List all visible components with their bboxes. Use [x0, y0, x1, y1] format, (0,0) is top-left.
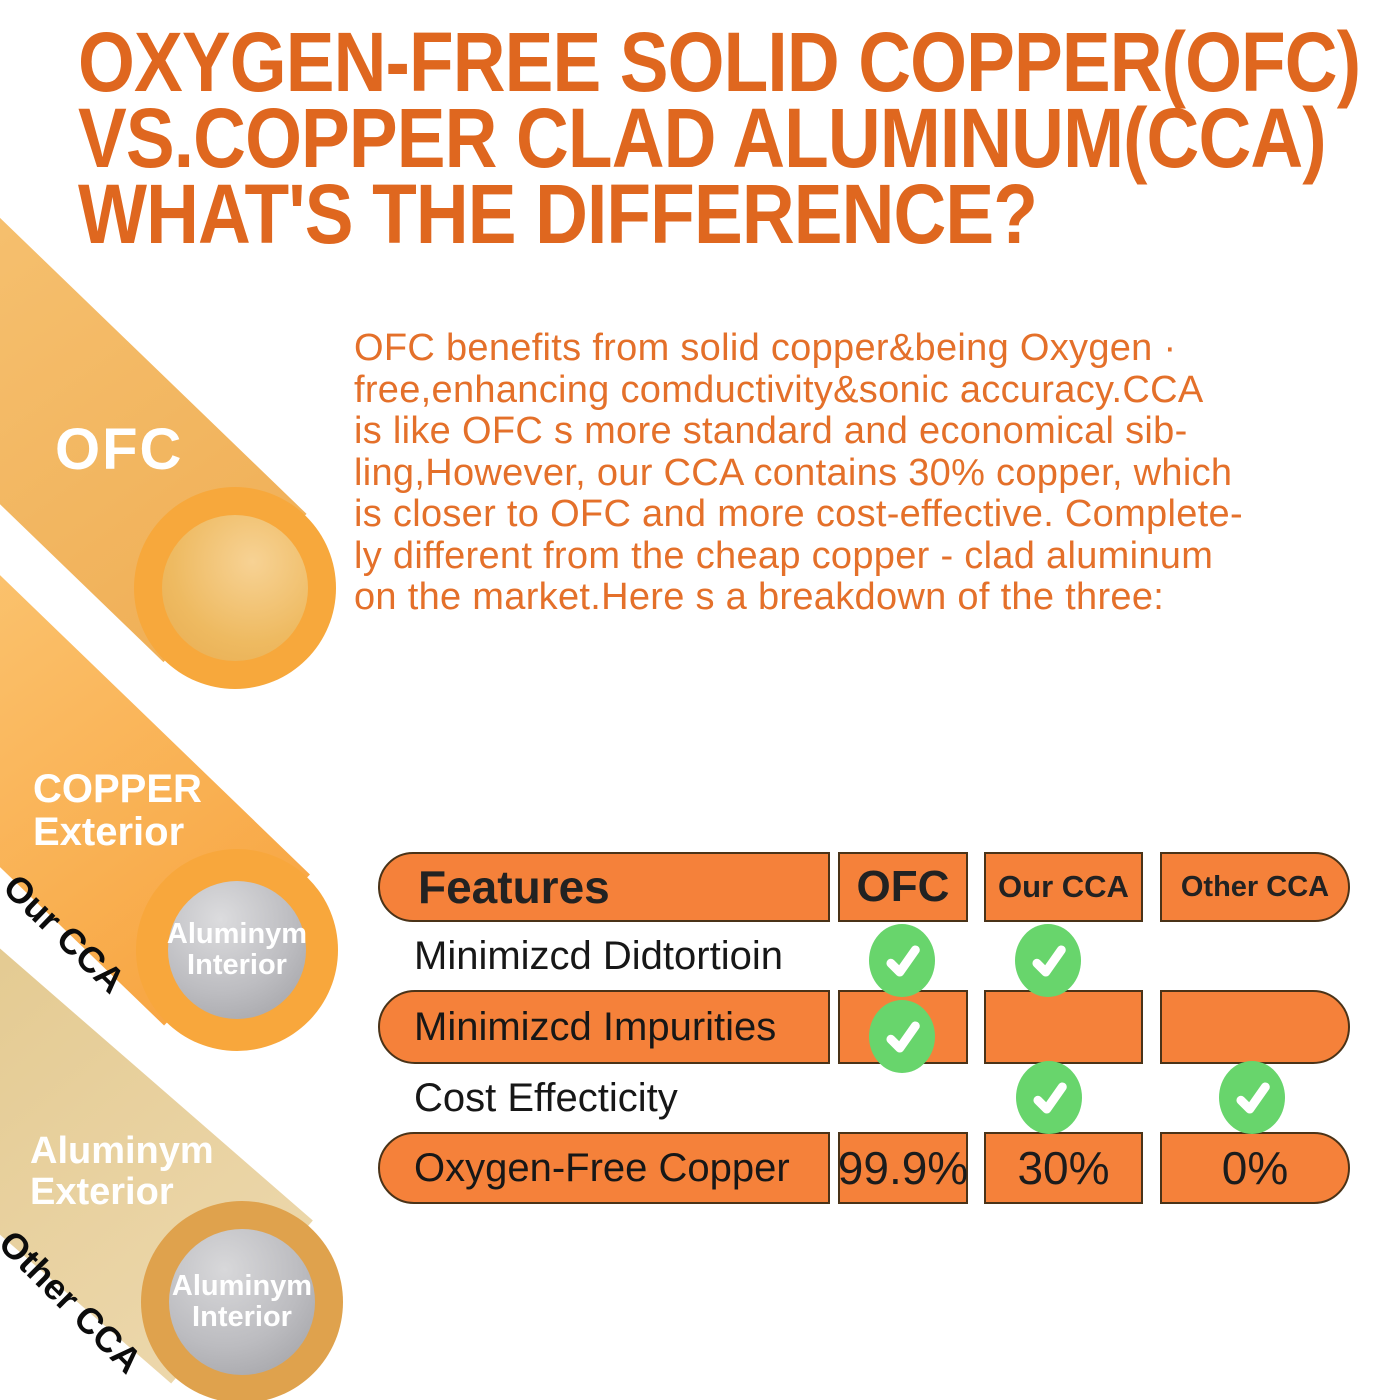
aluminym-exterior-label: Aluminym Exterior [30, 1131, 214, 1213]
check-icon [869, 924, 935, 997]
our-cca-cap-aluminum-core [168, 881, 306, 1019]
title-line-3: WHAT'S THE DIFFERENCE? [78, 167, 1038, 261]
row-label-oxygen-free-copper: Oxygen-Free Copper [414, 1145, 790, 1190]
row-cell-oxygen-ofc: 99.9% [838, 1132, 968, 1204]
intro-line-1: OFC benefits from solid copper&being Oxy… [354, 327, 1177, 369]
check-icon [1015, 924, 1081, 997]
ofc-header-text: OFC [856, 862, 950, 911]
copper-exterior-label: COPPER Exterior [33, 768, 202, 854]
row-label-cost-effecticity: Cost Effecticity [414, 1075, 678, 1120]
row-cell-oxygen-other-cca: 0% [1160, 1132, 1350, 1204]
check-icon [1016, 1061, 1082, 1134]
intro-line-6: ly different from the cheap copper - cla… [354, 534, 1214, 577]
features-header-text: Features [418, 861, 610, 913]
row-cell-impurities-our-cca [984, 990, 1143, 1064]
other-cca-interior-line2: Interior [192, 1301, 292, 1333]
copper-exterior-line2: Exterior [33, 810, 185, 854]
our-cca-interior-line1: Aluminym [166, 918, 308, 950]
ofc-cap-copper-core [162, 515, 308, 661]
intro-paragraph: OFC benefits from solid copper&being Oxy… [354, 327, 1243, 619]
table-header-features: Features [378, 852, 830, 922]
other-cca-header-text: Other CCA [1180, 870, 1330, 903]
row-cell-impurities-features [378, 990, 830, 1064]
ofc-copper-percent: 99.9% [837, 1142, 969, 1194]
row-cell-oxygen-our-cca: 30% [984, 1132, 1143, 1204]
other-cca-cap-aluminum-core [169, 1229, 315, 1375]
page-title: OXYGEN-FREE SOLID COPPER(OFC) VS.COPPER … [78, 15, 1361, 261]
title-line-2: VS.COPPER CLAD ALUMINUM(CCA) [78, 91, 1327, 185]
aluminym-exterior-line1: Aluminym [30, 1130, 214, 1172]
other-cca-interior-label: Aluminym Interior [169, 1229, 315, 1375]
our-cca-interior-line2: Interior [187, 949, 287, 981]
intro-line-7: on the market.Here s a breakdown of the … [354, 576, 1165, 618]
row-cell-impurities-other-cca [1160, 990, 1350, 1064]
other-cca-interior-line1: Aluminym [171, 1270, 313, 1302]
table-header-ofc: OFC [838, 852, 968, 922]
row-label-minimized-distortion: Minimizcd Didtortioin [414, 933, 783, 978]
intro-line-5: is closer to OFC and more cost-effective… [354, 493, 1243, 535]
row-label-minimized-impurities: Minimizcd Impurities [414, 1004, 777, 1049]
our-cca-interior-label: Aluminym Interior [166, 881, 308, 1019]
check-icon [1219, 1061, 1285, 1134]
copper-exterior-line1: COPPER [33, 767, 202, 811]
row-cell-oxygen-features [378, 1132, 830, 1204]
our-cca-copper-percent: 30% [1017, 1142, 1110, 1194]
table-header-our-cca: Our CCA [984, 852, 1143, 922]
intro-line-2: free,enhancing comductivity&sonic accura… [354, 368, 1204, 411]
our-cca-header-text: Our CCA [998, 869, 1129, 904]
title-line-1: OXYGEN-FREE SOLID COPPER(OFC) [78, 15, 1361, 109]
ofc-cable-label: OFC [55, 417, 184, 482]
aluminym-exterior-line2: Exterior [30, 1171, 174, 1213]
other-cca-copper-percent: 0% [1221, 1142, 1289, 1194]
intro-line-4: ling,However, our CCA contains 30% coppe… [354, 451, 1233, 494]
intro-line-3: is like OFC s more standard and economic… [354, 410, 1188, 452]
table-header-other-cca: Other CCA [1160, 852, 1350, 922]
check-icon [869, 1000, 935, 1073]
